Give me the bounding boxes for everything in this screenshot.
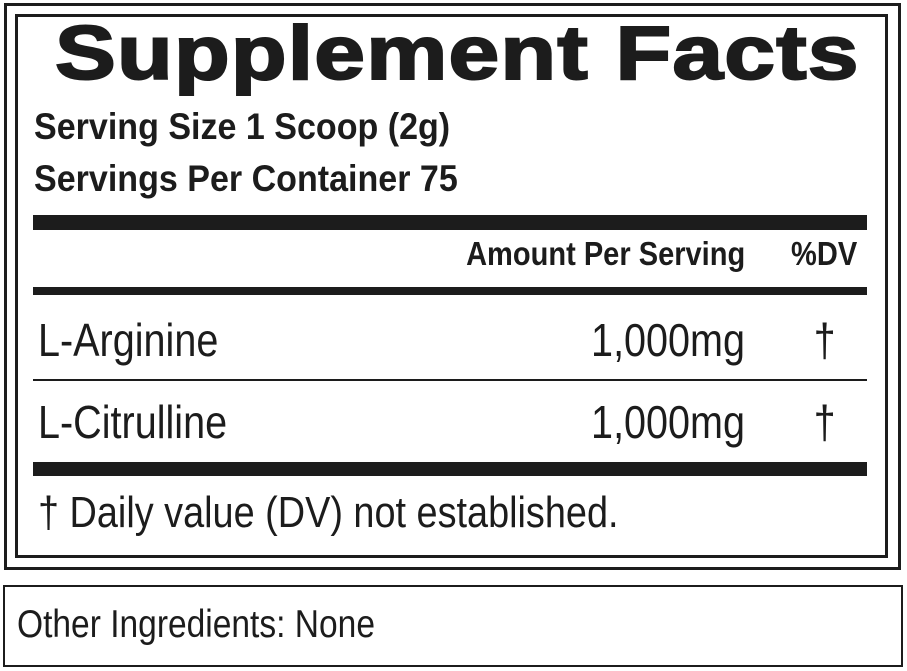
ingredient-dv: † bbox=[813, 314, 836, 366]
ingredient-amount: 1,000mg bbox=[591, 396, 745, 448]
serving-size: Serving Size 1 Scoop (2g) bbox=[34, 106, 451, 147]
other-ingredients-box bbox=[3, 585, 903, 667]
facts-panel-inner-border bbox=[15, 14, 888, 558]
medium-divider bbox=[33, 287, 867, 295]
thick-divider bbox=[33, 215, 867, 230]
thin-divider bbox=[33, 379, 867, 381]
amount-per-serving-header: Amount Per Serving bbox=[465, 235, 745, 272]
servings-per-container: Servings Per Container 75 bbox=[34, 158, 458, 199]
other-ingredients: Other Ingredients: None bbox=[17, 603, 375, 646]
thick-divider bbox=[33, 462, 867, 476]
facts-panel-outer-border bbox=[4, 3, 901, 570]
footnote: † Daily value (DV) not established. bbox=[38, 488, 619, 537]
ingredient-name: L-Arginine bbox=[38, 314, 219, 366]
panel-title: Supplement Facts bbox=[54, 10, 860, 97]
dv-header: %DV bbox=[790, 235, 857, 272]
ingredient-name: L-Citrulline bbox=[38, 396, 228, 448]
ingredient-dv: † bbox=[813, 396, 836, 448]
ingredient-amount: 1,000mg bbox=[591, 314, 745, 366]
